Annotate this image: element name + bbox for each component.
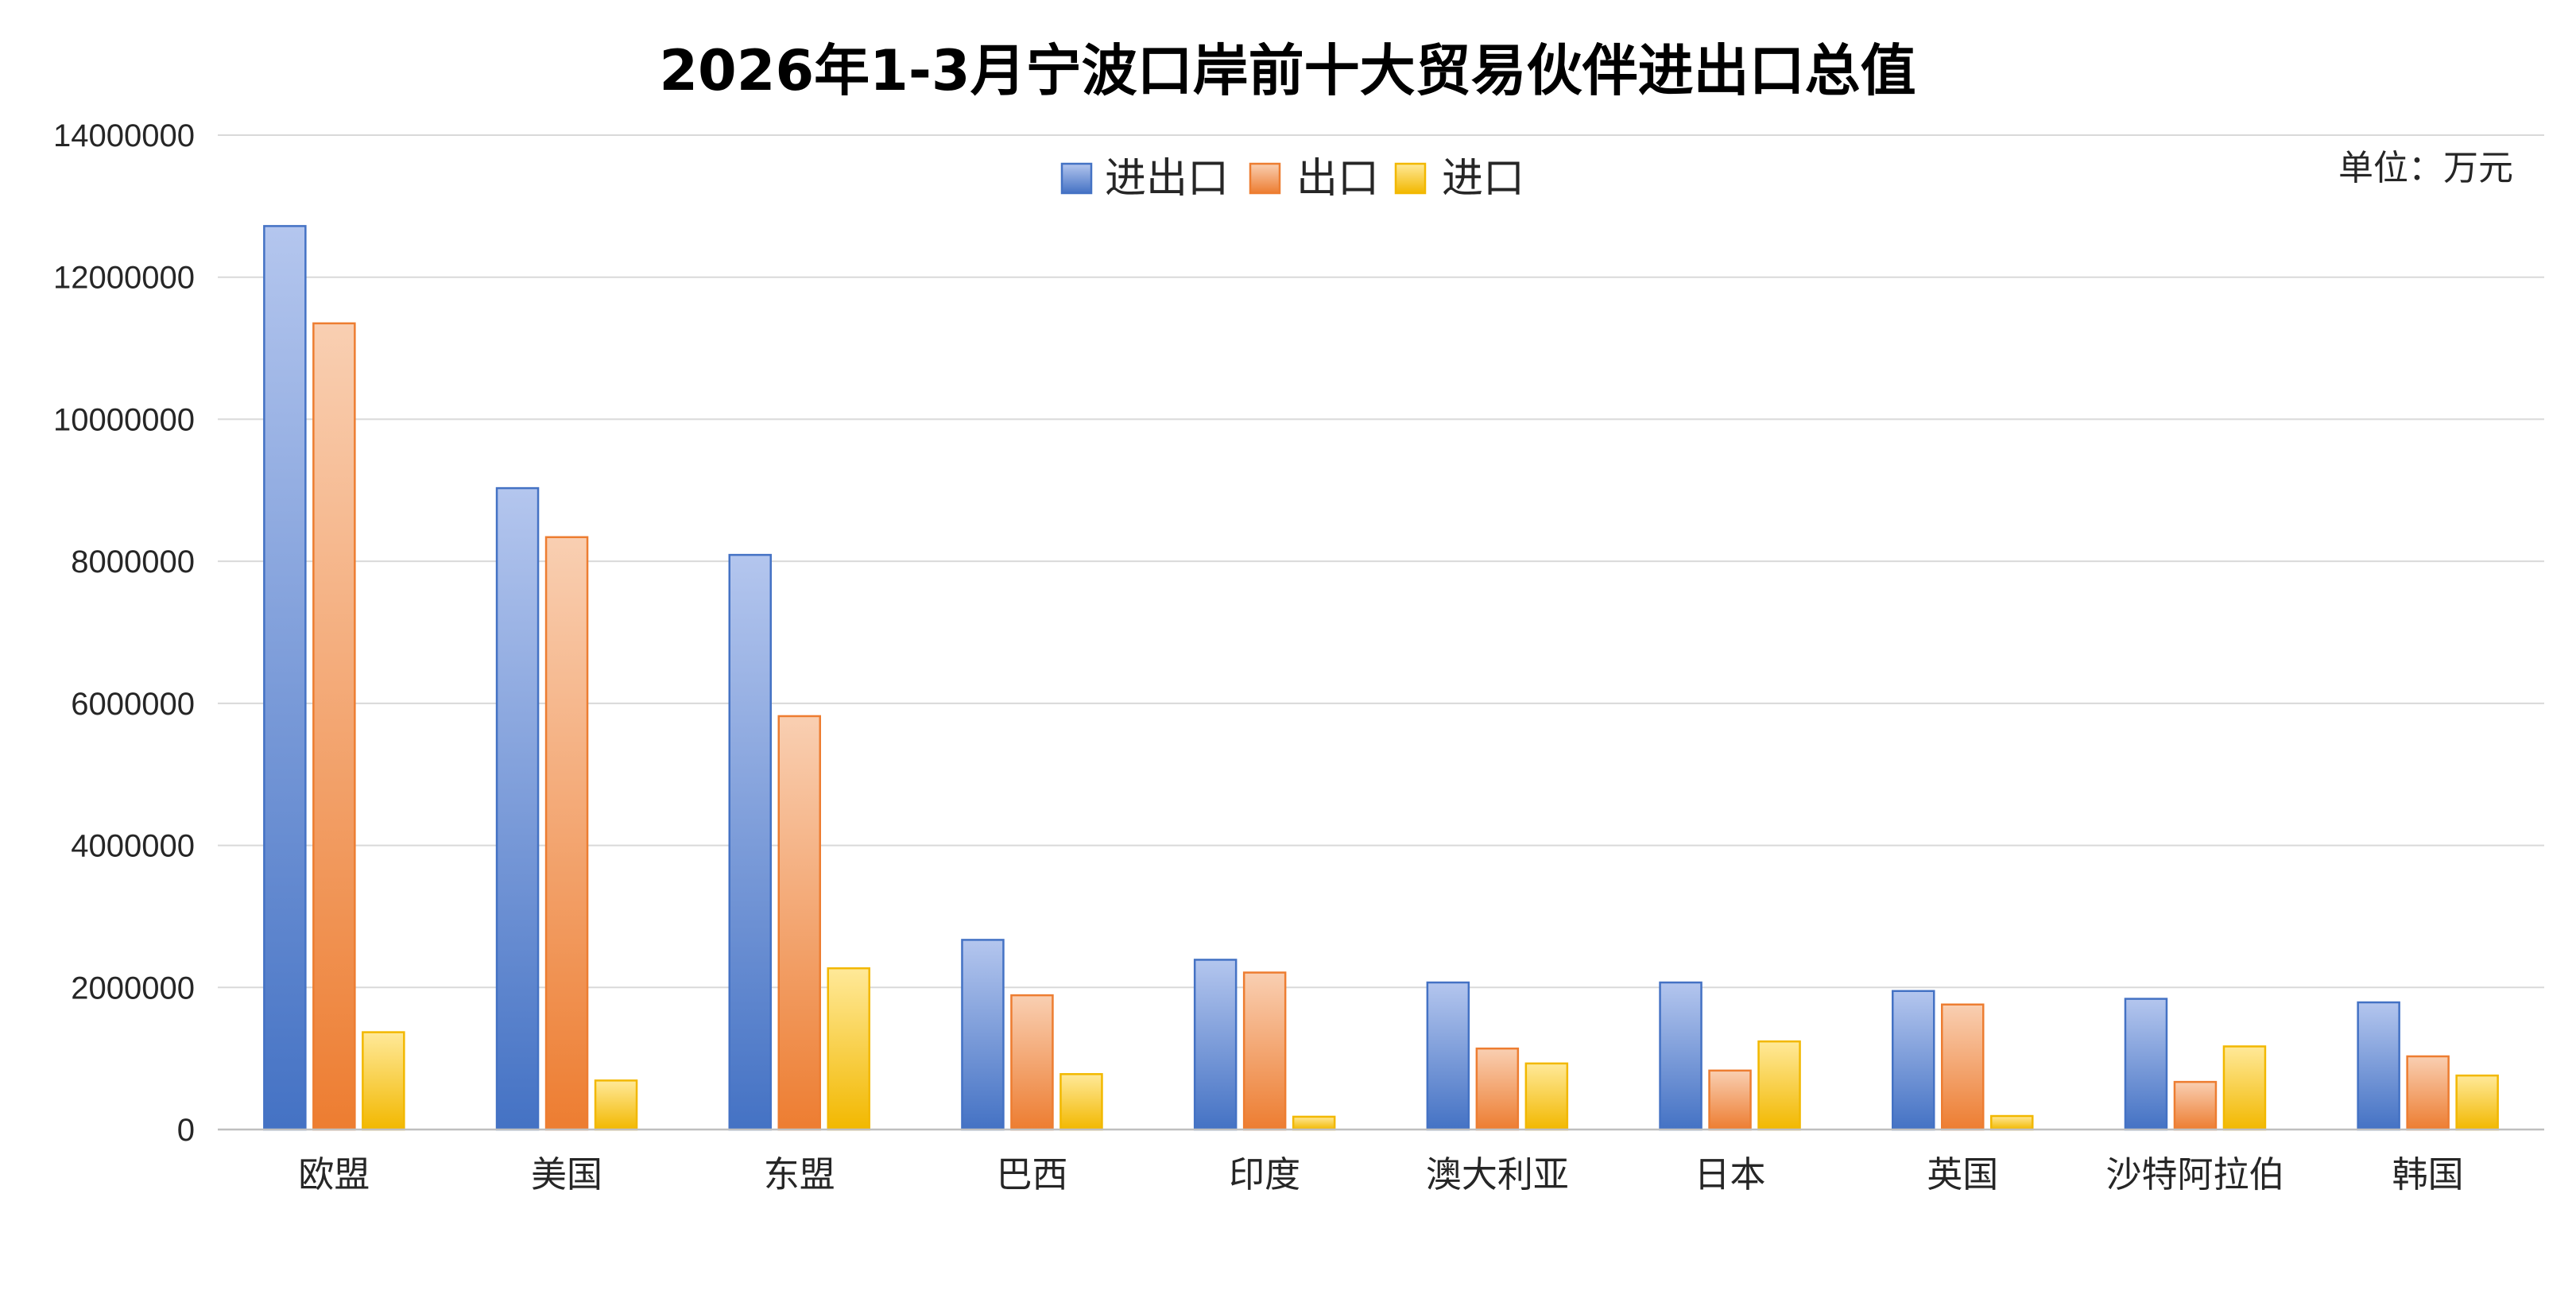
x-category-label: 韩国 bbox=[2392, 1153, 2464, 1195]
bar-total-trade bbox=[728, 553, 772, 1131]
y-tick-label: 6000000 bbox=[71, 687, 195, 722]
bar-export bbox=[1010, 994, 1054, 1131]
bar-total-trade bbox=[961, 939, 1005, 1131]
bar-import bbox=[827, 967, 870, 1131]
bar-total-trade bbox=[1193, 959, 1238, 1131]
bar-export bbox=[2406, 1055, 2450, 1131]
legend-label-total-trade: 进出口 bbox=[1105, 155, 1229, 203]
x-category-label: 巴西 bbox=[996, 1153, 1067, 1195]
bar-total-trade bbox=[2124, 998, 2168, 1131]
legend-swatch-export bbox=[1249, 162, 1281, 195]
legend: 进出口 出口 进口 bbox=[1060, 155, 1524, 203]
chart-title: 2026年1-3月宁波口岸前十大贸易伙伴进出口总值 bbox=[659, 38, 1916, 103]
bar-export bbox=[312, 322, 356, 1131]
bar-export bbox=[1242, 971, 1287, 1131]
x-category-label: 日本 bbox=[1695, 1153, 1766, 1195]
bar-total-trade bbox=[263, 225, 307, 1131]
legend-label-import: 进口 bbox=[1442, 155, 1524, 203]
y-tick-label: 8000000 bbox=[71, 544, 195, 579]
x-category-label: 印度 bbox=[1229, 1153, 1300, 1195]
legend-label-export: 出口 bbox=[1296, 155, 1379, 203]
gridlines bbox=[218, 134, 2544, 989]
bar-export bbox=[1475, 1047, 1520, 1131]
y-tick-label: 14000000 bbox=[53, 118, 195, 153]
bar-import bbox=[1990, 1114, 2034, 1131]
bar-export bbox=[1708, 1069, 1752, 1131]
bar-import bbox=[594, 1079, 638, 1131]
legend-swatch-import bbox=[1394, 162, 1427, 195]
bar-import bbox=[1757, 1040, 1801, 1131]
bar-total-trade bbox=[495, 486, 540, 1131]
y-axis-tick-labels: 0 2000000 4000000 6000000 8000000 10000000 120… bbox=[53, 118, 195, 1148]
y-tick-label: 12000000 bbox=[53, 261, 195, 296]
x-category-label: 沙特阿拉伯 bbox=[2105, 1153, 2284, 1195]
x-category-label: 澳大利亚 bbox=[1426, 1153, 1569, 1195]
bar-import bbox=[1292, 1115, 1336, 1131]
y-tick-label: 10000000 bbox=[53, 402, 195, 437]
y-tick-label: 2000000 bbox=[71, 971, 195, 1006]
bar-total-trade bbox=[1892, 990, 1935, 1131]
legend-item-total-trade: 进出口 bbox=[1060, 155, 1229, 203]
bar-export bbox=[777, 715, 821, 1131]
bar-import bbox=[2222, 1045, 2267, 1131]
x-category-label: 英国 bbox=[1927, 1153, 1998, 1195]
bar-total-trade bbox=[1659, 981, 1702, 1131]
bar-import bbox=[2455, 1074, 2499, 1131]
legend-swatch-total-trade bbox=[1060, 162, 1093, 195]
x-axis-category-labels: 欧盟 美国 东盟 巴西 印度 澳大利亚 日本 英国 沙特阿拉伯 韩国 bbox=[298, 1153, 2463, 1195]
bars bbox=[263, 225, 2499, 1131]
unit-label: 单位：万元 bbox=[2338, 148, 2513, 188]
bar-total-trade bbox=[2357, 1001, 2400, 1131]
x-category-label: 欧盟 bbox=[298, 1153, 370, 1195]
bar-export bbox=[2173, 1080, 2218, 1131]
y-tick-label: 0 bbox=[177, 1113, 195, 1148]
bar-total-trade bbox=[1426, 981, 1470, 1131]
bar-export bbox=[544, 536, 589, 1131]
x-category-label: 东盟 bbox=[764, 1153, 835, 1195]
legend-item-export: 出口 bbox=[1249, 155, 1379, 203]
legend-item-import: 进口 bbox=[1394, 155, 1524, 203]
bar-import bbox=[362, 1031, 405, 1131]
bar-import bbox=[1524, 1062, 1569, 1131]
bar-import bbox=[1059, 1073, 1103, 1131]
y-tick-label: 4000000 bbox=[71, 829, 195, 864]
x-category-label: 美国 bbox=[531, 1153, 602, 1195]
bar-export bbox=[1941, 1003, 1985, 1131]
